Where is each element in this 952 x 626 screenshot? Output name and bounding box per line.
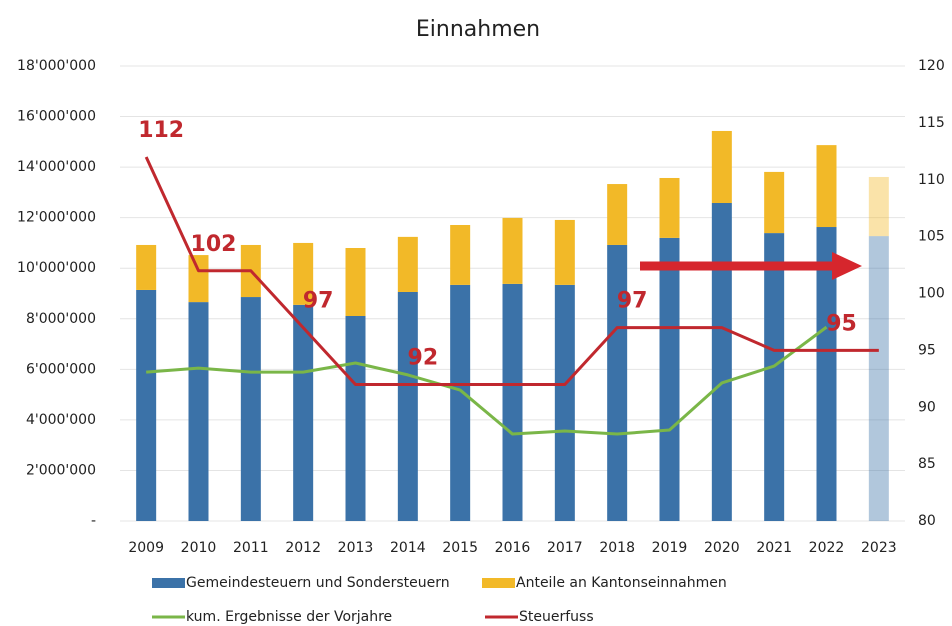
x-tick-label: 2012 — [285, 540, 321, 556]
x-tick-label: 2020 — [704, 540, 740, 556]
bar-segment — [397, 291, 418, 521]
y2-tick-label: 105 — [918, 229, 945, 245]
bar-segment — [607, 184, 628, 245]
y-tick-label: 6'000'000 — [26, 361, 96, 377]
bar-segment — [711, 130, 732, 204]
bar-segment — [659, 237, 680, 521]
y-tick-label: 8'000'000 — [26, 311, 96, 327]
bar-segment — [293, 242, 314, 305]
bar-segment — [397, 236, 418, 292]
bar-segment — [188, 255, 209, 303]
y-tick-label: 4'000'000 — [26, 412, 96, 428]
y2-tick-label: 110 — [918, 172, 945, 188]
bar-segment — [764, 233, 785, 521]
bar-segment — [659, 177, 680, 238]
legend-swatch — [152, 578, 185, 588]
bar-segment — [554, 219, 575, 285]
legend-swatch — [482, 578, 515, 588]
bar-segment — [607, 244, 628, 521]
y-tick-label: - — [91, 513, 96, 529]
bar-segment — [868, 236, 889, 521]
y-tick-label: 12'000'000 — [17, 210, 96, 226]
bar-segment — [450, 284, 471, 521]
y2-tick-label: 85 — [918, 456, 936, 472]
bar-segment — [816, 227, 837, 521]
x-tick-label: 2019 — [652, 540, 688, 556]
bar-segment — [868, 176, 889, 237]
line — [146, 325, 828, 436]
x-tick-label: 2016 — [495, 540, 531, 556]
chart-title: Einnahmen — [416, 17, 540, 42]
x-tick-label: 2022 — [809, 540, 845, 556]
data-label: 92 — [408, 346, 439, 371]
x-tick-label: 2010 — [181, 540, 217, 556]
bar-segment — [764, 171, 785, 234]
bar-segment — [450, 224, 471, 285]
x-tick-label: 2018 — [599, 540, 635, 556]
x-tick-label: 2023 — [861, 540, 897, 556]
bar-segment — [502, 283, 523, 521]
legend-label: Steuerfuss — [519, 609, 594, 625]
x-tick-label: 2017 — [547, 540, 583, 556]
trend-arrow — [640, 252, 862, 280]
plot: - 2'000'000 4'000'000 6'000'000 8'000'000 10'… — [17, 58, 945, 625]
y2-tick-label: 90 — [918, 399, 936, 415]
y2-tick-label: 115 — [918, 115, 945, 131]
line — [144, 156, 879, 386]
y2-tick-label: 95 — [918, 342, 936, 358]
x-tick-label: 2015 — [442, 540, 478, 556]
y-tick-label: 16'000'000 — [17, 109, 96, 125]
data-label: 95 — [826, 311, 857, 336]
data-label: 97 — [303, 289, 334, 314]
y-tick-label: 14'000'000 — [17, 159, 96, 175]
bar-segment — [554, 284, 575, 521]
bar-segment — [816, 145, 837, 228]
legend-label: Gemeindesteuern und Sondersteuern — [186, 575, 450, 591]
bar-segment — [502, 217, 523, 284]
bar-segment — [136, 244, 157, 290]
y2-tick-label: 100 — [918, 286, 945, 302]
x-tick-label: 2014 — [390, 540, 426, 556]
x-tick-label: 2021 — [756, 540, 792, 556]
arrow-head — [832, 252, 862, 280]
bar-segment — [240, 297, 261, 521]
x-tick-label: 2011 — [233, 540, 269, 556]
x-tick-label: 2013 — [338, 540, 374, 556]
y-tick-label: 18'000'000 — [17, 58, 96, 74]
data-label: 102 — [191, 232, 237, 257]
legend-label: Anteile an Kantonseinnahmen — [516, 575, 727, 591]
bar-segment — [188, 302, 209, 521]
bar-segment — [711, 203, 732, 521]
legend-label: kum. Ergebnisse der Vorjahre — [186, 609, 392, 625]
data-label: 112 — [138, 118, 184, 143]
y-tick-label: 10'000'000 — [17, 260, 96, 276]
bar-segment — [345, 315, 366, 521]
bar-segment — [293, 304, 314, 521]
data-label: 97 — [617, 289, 648, 314]
y2-tick-label: 80 — [918, 513, 936, 529]
bar-segment — [345, 248, 366, 316]
y-tick-label: 2'000'000 — [26, 462, 96, 478]
x-tick-label: 2009 — [128, 540, 164, 556]
y2-tick-label: 120 — [918, 58, 945, 74]
bar-segment — [136, 289, 157, 521]
